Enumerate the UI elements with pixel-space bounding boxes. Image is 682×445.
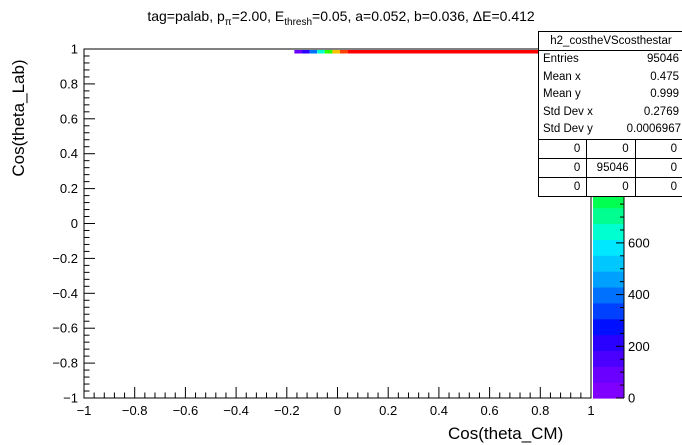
colorbar-tick-label: 200	[628, 339, 650, 354]
palette-cell	[593, 382, 624, 399]
stats-row-mean-y: Mean y 0.999	[539, 86, 682, 104]
heatmap-cell	[302, 50, 310, 54]
palette-cell	[593, 286, 624, 304]
x-tick-label: 0.6	[481, 403, 499, 418]
y-tick-label: 1	[71, 42, 78, 57]
plot-frame	[83, 48, 592, 399]
overflow-row-bottom: 0 0 0	[539, 176, 682, 196]
palette-cell	[593, 334, 624, 352]
y-tick-label: −0.2	[52, 251, 78, 266]
y-tick-label: 0.2	[60, 181, 78, 196]
overflow-cell: 0	[587, 139, 636, 158]
colorbar-tick-label: 600	[628, 235, 650, 250]
x-axis-ticks: −1 −0.8 −0.6 −0.4 −0.2 0 0.2 0.4 0.6 0.8 1	[77, 387, 595, 418]
colorbar-tick-label: 400	[628, 287, 650, 302]
x-tick-label: −0.6	[173, 403, 199, 418]
stats-row-stddev-y: Std Dev y 0.0006967	[539, 121, 682, 139]
stats-box: h2_costheVScosthestar Entries 95046 Mean …	[538, 31, 682, 197]
plot-title: tag=palab, pπ=2.00, Ethresh=0.05, a=0.05…	[0, 8, 682, 28]
x-tick-label: 0.4	[430, 403, 448, 418]
heatmap-cell	[317, 50, 325, 54]
heatmap-cell	[294, 50, 303, 54]
stats-row-entries: Entries 95046	[539, 51, 682, 69]
stats-label: Std Dev x	[543, 105, 593, 118]
y-axis-title: Cos(theta_Lab)	[9, 59, 28, 177]
heatmap-band	[294, 50, 591, 54]
y-tick-label: 0.6	[60, 111, 78, 126]
heatmap-cell	[324, 50, 333, 54]
y-tick-label: −0.6	[52, 321, 78, 336]
title-suffix: =0.05, a=0.052, b=0.036, ΔE=0.412	[312, 8, 535, 24]
overflow-cell: 95046	[587, 158, 636, 177]
x-tick-label: 0.2	[379, 403, 397, 418]
overflow-cell: 0	[670, 161, 677, 174]
stats-label: Mean y	[543, 88, 581, 100]
plot-frame-rect	[83, 48, 592, 399]
y-tick-label: 0.4	[60, 146, 78, 161]
overflow-cell: 0	[670, 180, 677, 193]
x-tick-label: 0.8	[531, 403, 549, 418]
stats-overflow-grid: 0 0 0 0 95046 0 0 0 0	[539, 138, 682, 196]
palette-cell	[593, 239, 624, 256]
palette-cell	[593, 271, 624, 288]
heatmap-cell	[340, 50, 348, 54]
title-mid: =2.00, E	[231, 8, 285, 24]
colorbar-tick-label: 0	[628, 391, 635, 406]
stats-value: 0.475	[650, 70, 679, 83]
x-tick-label: 1	[587, 403, 594, 418]
stats-value: 95046	[647, 53, 679, 65]
heatmap-cell	[332, 50, 341, 54]
palette-cell	[593, 223, 624, 240]
palette-cell	[593, 302, 624, 320]
stats-histogram-name: h2_costheVScosthestar	[539, 32, 682, 51]
y-tick-label: −1	[63, 391, 78, 406]
x-axis-title: Cos(theta_CM)	[448, 424, 564, 443]
stats-value: 0.999	[650, 88, 679, 100]
y-tick-label: −0.4	[52, 286, 78, 301]
y-axis-ticks: −1 −0.8 −0.6 −0.4 −0.2 0 0.2 0.4 0.6 0.8 1	[52, 42, 95, 406]
palette-cell	[593, 255, 624, 272]
heatmap-cell	[347, 50, 591, 54]
y-tick-label: 0.8	[60, 76, 78, 91]
y-tick-label: −0.8	[52, 356, 78, 371]
stats-value: 0.0006967	[626, 123, 681, 135]
overflow-row-top: 0 0 0	[539, 139, 682, 158]
x-tick-label: −1	[77, 403, 92, 418]
palette-cell	[593, 207, 624, 225]
stats-row-stddev-x: Std Dev x 0.2769	[539, 104, 682, 122]
title-e-subscript: thresh	[284, 16, 313, 28]
stats-label: Entries	[543, 53, 579, 65]
x-tick-label: 0	[334, 403, 341, 418]
y-tick-label: 0	[71, 216, 78, 231]
title-prefix: tag=palab, p	[147, 8, 225, 24]
palette-cell	[593, 350, 624, 367]
stats-row-mean-x: Mean x 0.475	[539, 69, 682, 87]
palette-cell	[593, 366, 624, 383]
overflow-cell: 0	[539, 139, 588, 158]
stats-label: Std Dev y	[543, 123, 593, 135]
overflow-cell: 0	[587, 177, 636, 196]
x-tick-label: −0.4	[223, 403, 249, 418]
overflow-cell: 0	[670, 142, 677, 155]
stats-value: 0.2769	[643, 105, 679, 118]
overflow-row-middle: 0 95046 0	[539, 157, 682, 177]
palette-cell	[593, 318, 624, 336]
x-tick-label: −0.2	[274, 403, 300, 418]
title-p-subscript: π	[224, 16, 232, 28]
stats-label: Mean x	[543, 70, 581, 83]
overflow-cell: 0	[539, 177, 588, 196]
overflow-cell: 0	[539, 158, 588, 177]
x-tick-label: −0.8	[122, 403, 148, 418]
heatmap-cell	[309, 50, 318, 54]
